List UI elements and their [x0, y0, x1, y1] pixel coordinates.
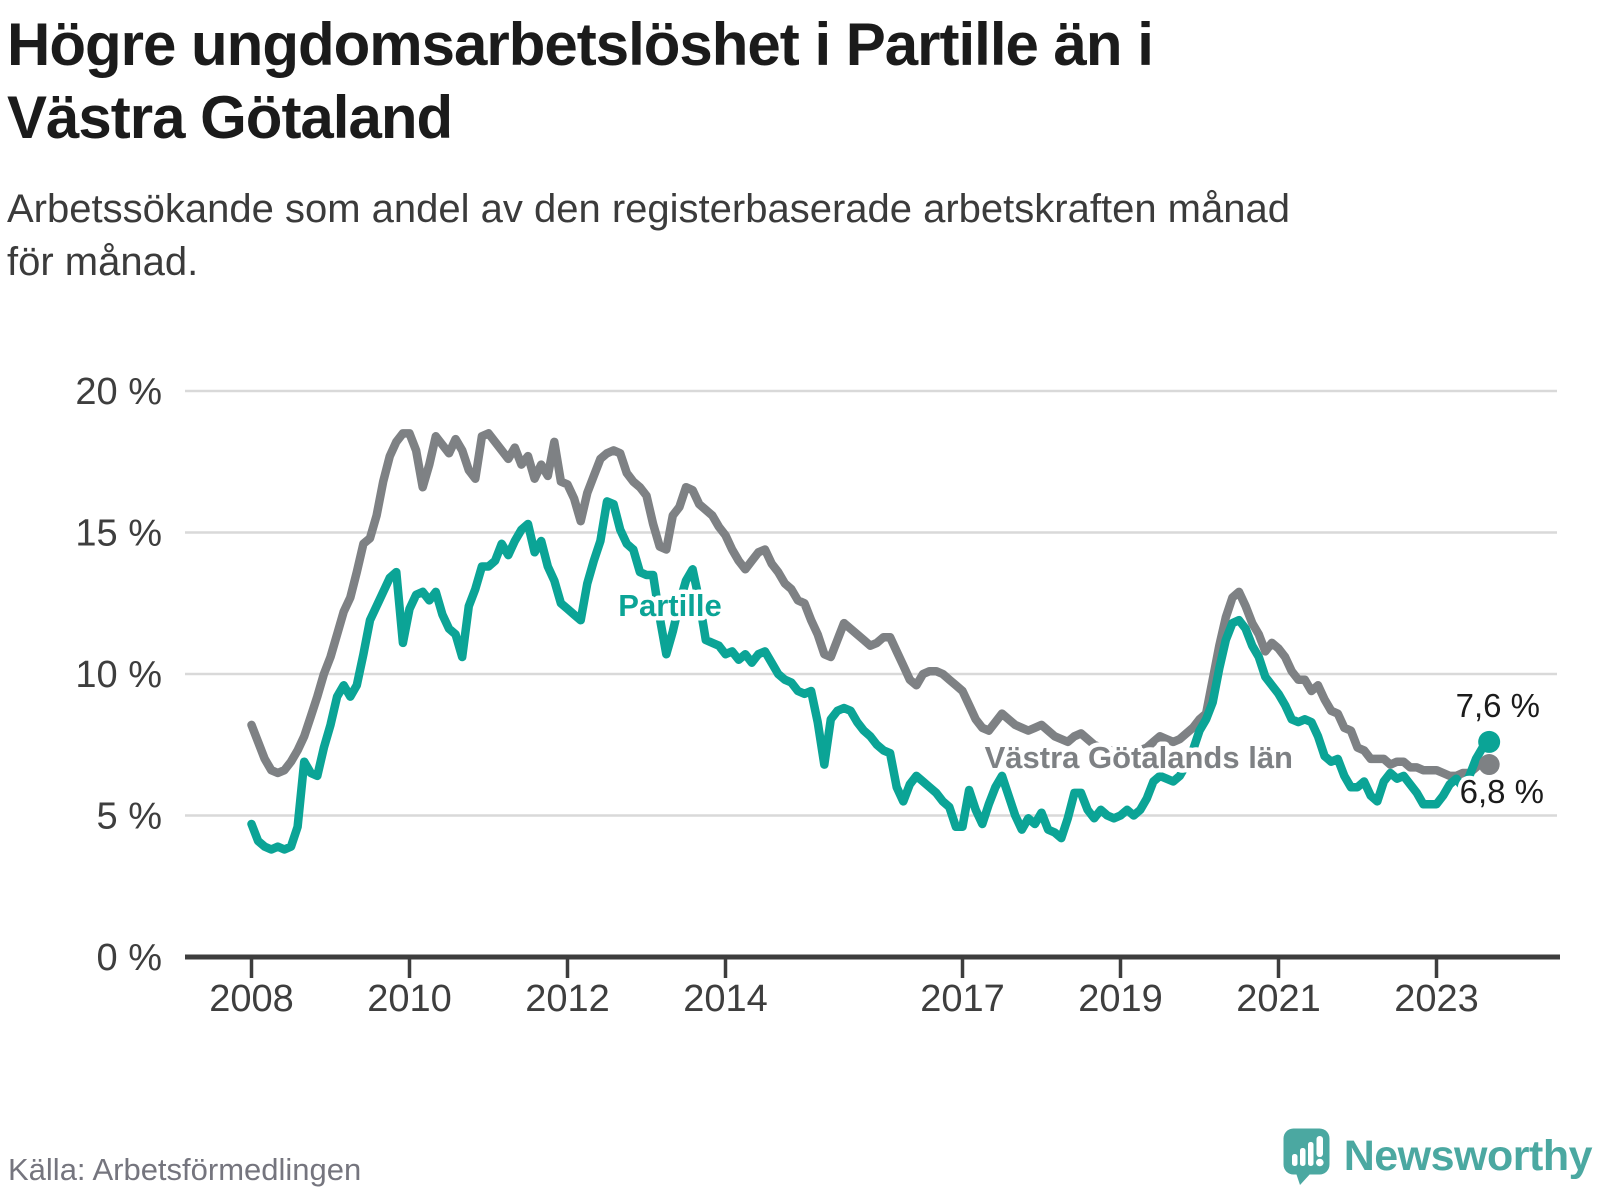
- series-label-partille: Partille: [618, 588, 721, 623]
- page-title: Högre ungdomsarbetslöshet i Partille än …: [7, 8, 1567, 154]
- x-axis-label: 2017: [920, 978, 1005, 1020]
- x-axis-label: 2014: [683, 978, 768, 1020]
- series-end-dot-partille: [1478, 730, 1501, 753]
- x-axis-label: 2019: [1078, 978, 1163, 1020]
- newsworthy-branding: Newsworthy: [1283, 1128, 1593, 1185]
- chart-subtitle: Arbetssökande som andel av den registerb…: [7, 183, 1567, 289]
- x-axis-label: 2010: [367, 978, 452, 1020]
- series-line-partille: [247, 497, 1494, 854]
- newsworthy-wordmark: Newsworthy: [1343, 1132, 1593, 1180]
- source-note: Källa: Arbetsförmedlingen: [8, 1152, 362, 1187]
- y-axis-label: 0 %: [97, 937, 162, 979]
- series-end-dot-v-stra-g-talands-l-n: [1478, 754, 1500, 776]
- series-line-v-stra-g-talands-l-n: [247, 429, 1494, 781]
- y-axis-label: 10 %: [75, 654, 162, 696]
- series-label-v-stra-g-talands-l-n: Västra Götalands län: [985, 740, 1293, 775]
- end-value-label-partille: 7,6 %: [1456, 687, 1540, 724]
- x-axis-label: 2021: [1236, 978, 1321, 1020]
- subtitle-line-1: Arbetssökande som andel av den registerb…: [7, 187, 1290, 231]
- newsworthy-logo-icon: [1283, 1128, 1330, 1185]
- subtitle-line-2: för månad.: [7, 239, 199, 284]
- end-value-label-v-stra-g-talands-l-n: 6,8 %: [1460, 773, 1544, 810]
- y-axis-label: 5 %: [97, 796, 162, 838]
- x-axis-label: 2008: [209, 978, 294, 1020]
- y-axis-label: 20 %: [75, 371, 162, 413]
- x-axis-label: 2023: [1394, 978, 1479, 1020]
- y-axis-label: 15 %: [75, 513, 162, 555]
- x-axis-label: 2012: [525, 978, 610, 1020]
- title-line-2: Västra Götaland: [7, 84, 453, 152]
- title-line-1: Högre ungdomsarbetslöshet i Partille än …: [7, 11, 1154, 78]
